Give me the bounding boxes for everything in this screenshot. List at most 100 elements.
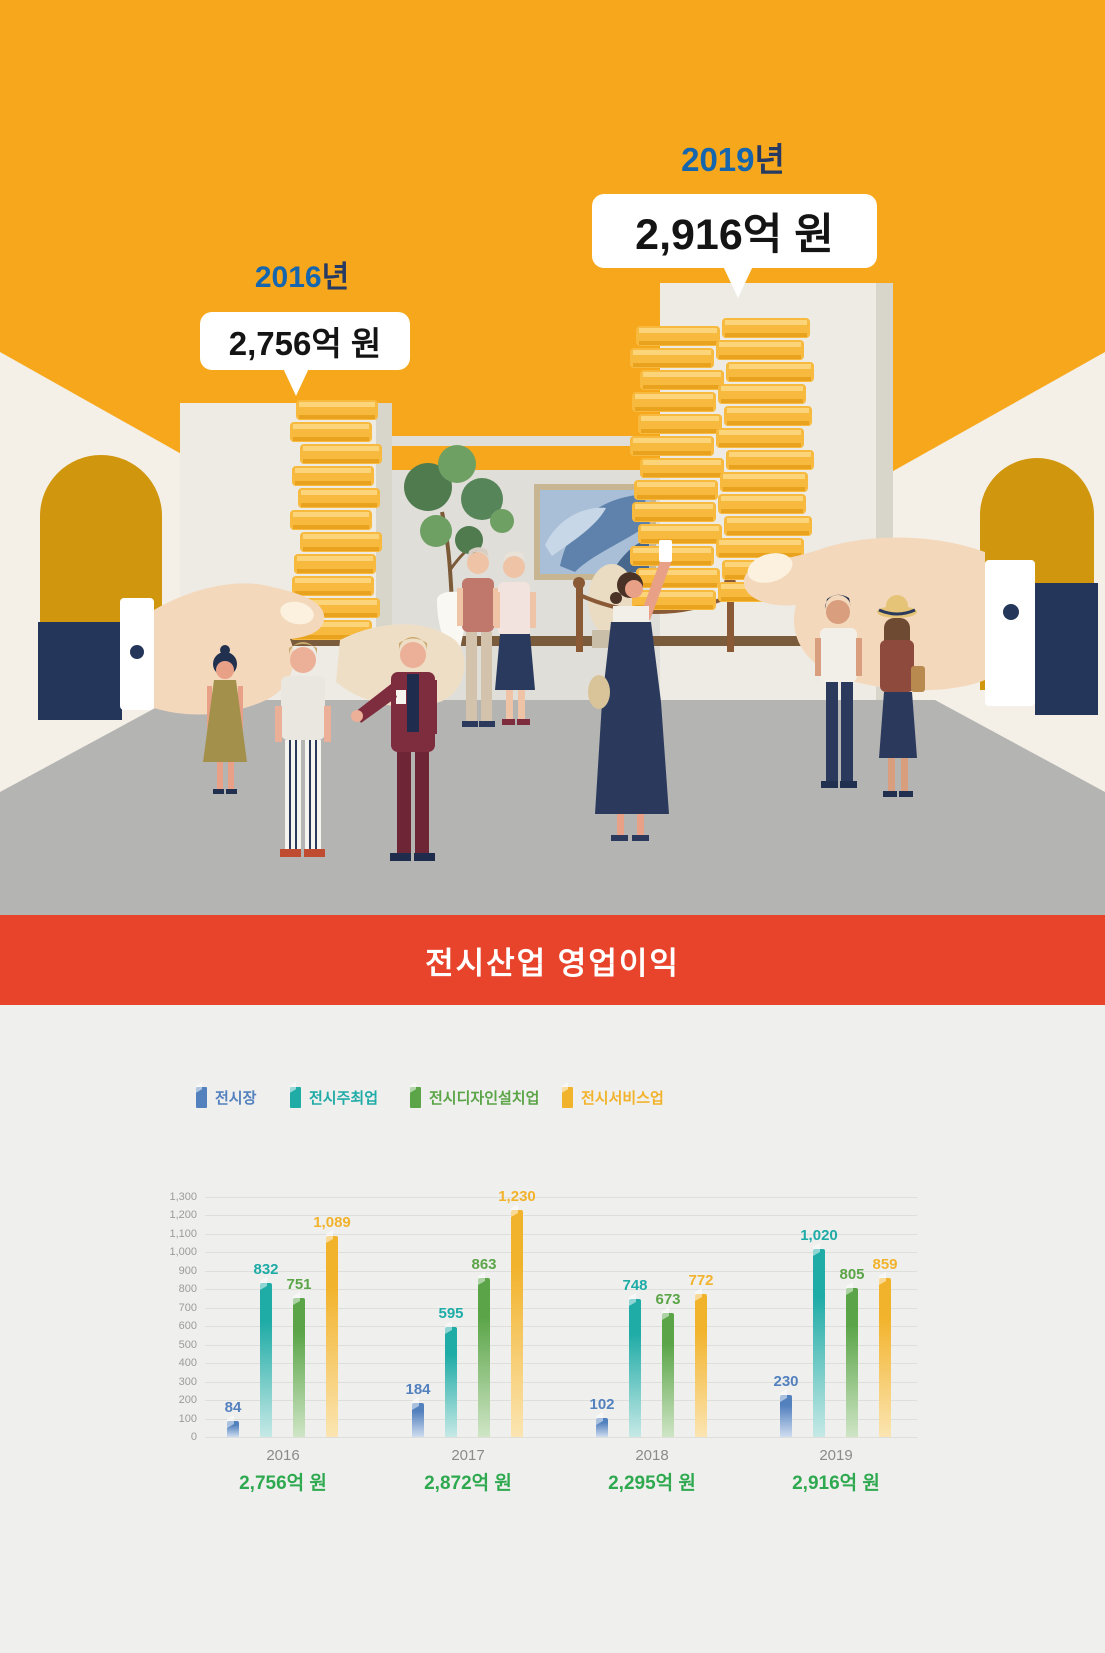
- coin: [641, 539, 719, 543]
- coin: [719, 355, 801, 359]
- coin: [301, 503, 377, 507]
- coin: [643, 473, 721, 477]
- banner-title: 전시산업 영업이익: [425, 945, 680, 981]
- gallery-illustration: [0, 0, 1105, 915]
- gridline-700: [205, 1307, 917, 1309]
- year-2016-number: 2016: [254, 261, 322, 294]
- coin: [301, 490, 377, 495]
- coin: [633, 350, 711, 355]
- coin: [643, 460, 721, 465]
- bar-value-2016-전시서비스업: 1,089: [313, 1214, 351, 1231]
- coin: [293, 525, 369, 529]
- legend-label: 전시주최업: [309, 1090, 379, 1107]
- bar-2017-전시디자인설치업: [478, 1271, 490, 1437]
- coin: [637, 482, 715, 487]
- bar-value-2018-전시주최업: 748: [622, 1277, 648, 1294]
- y-axis-tick-0: 0: [190, 1431, 197, 1443]
- coin: [635, 605, 713, 609]
- gridline-1000: [205, 1252, 917, 1254]
- coin: [295, 481, 371, 485]
- legend-item-전시주최업: 전시주최업: [290, 1082, 379, 1108]
- gridline-400: [205, 1363, 917, 1365]
- person-docent-maroon-suit: [351, 637, 437, 861]
- coin: [727, 531, 809, 535]
- speech-bubble-2016-tail: [282, 366, 310, 396]
- bar-2016-전시주최업: [260, 1276, 272, 1437]
- gridline-600: [205, 1326, 917, 1328]
- coin-stack-2016: [290, 400, 382, 640]
- year-2019-number: 2019: [681, 141, 755, 178]
- coin: [303, 446, 379, 451]
- category-label-2019: 2019: [819, 1447, 853, 1464]
- coin: [637, 495, 715, 499]
- coin: [293, 635, 369, 639]
- bar-value-2019-전시장: 230: [773, 1373, 799, 1390]
- coin: [293, 424, 369, 429]
- legend-item-전시서비스업: 전시서비스업: [562, 1082, 664, 1108]
- y-axis-tick-1000: 1,000: [169, 1246, 197, 1259]
- gridline-900: [205, 1270, 917, 1272]
- coin: [635, 517, 713, 521]
- bar-value-2016-전시장: 84: [224, 1399, 242, 1416]
- coin: [295, 468, 371, 473]
- speech-bubble-2016: 2,756억 원: [200, 312, 410, 370]
- coin: [295, 591, 371, 595]
- coin: [639, 583, 717, 587]
- bar-2017-전시장: [412, 1396, 424, 1437]
- bar-2016-전시디자인설치업: [293, 1291, 305, 1437]
- person-straw-hat-woman: [877, 595, 925, 797]
- coin: [719, 342, 801, 347]
- coin: [643, 385, 721, 389]
- y-axis-tick-1200: 1,200: [169, 1209, 197, 1222]
- floor: [0, 700, 1105, 915]
- coin: [641, 526, 719, 531]
- bar-2018-전시주최업: [629, 1292, 641, 1437]
- year-2019-suffix: 년: [754, 141, 785, 178]
- category-label-2017: 2017: [451, 1447, 485, 1464]
- coin: [729, 377, 811, 381]
- coin: [635, 592, 713, 597]
- speech-bubble-2019-tail: [722, 264, 754, 298]
- coin: [295, 578, 371, 583]
- coin: [719, 443, 801, 447]
- bar-2018-전시디자인설치업: [662, 1306, 674, 1437]
- gridline-800: [205, 1289, 917, 1291]
- coin: [639, 341, 717, 345]
- left-sleeve: [38, 622, 122, 720]
- legend-color-icon: [290, 1082, 301, 1108]
- category-label-2018: 2018: [635, 1447, 669, 1464]
- coin: [639, 328, 717, 333]
- person-olive-dress-woman: [203, 645, 247, 794]
- year-label-2016: 2016년: [255, 252, 349, 296]
- bubble-2016-amount: 2,756억 원: [228, 325, 382, 362]
- bar-value-2017-전시주최업: 595: [438, 1305, 464, 1322]
- coin: [721, 509, 803, 513]
- right-sleeve: [1035, 583, 1098, 715]
- bar-value-2018-전시서비스업: 772: [688, 1272, 714, 1289]
- coin: [303, 547, 379, 551]
- giant-hand-right: [743, 537, 1098, 715]
- section-banner: 전시산업 영업이익: [0, 915, 1105, 1005]
- bar-value-2019-전시주최업: 1,020: [800, 1227, 838, 1244]
- coin: [719, 430, 801, 435]
- coin: [721, 496, 803, 501]
- bar-value-2019-전시서비스업: 859: [872, 1256, 898, 1273]
- coin: [725, 333, 807, 337]
- bar-value-2019-전시디자인설치업: 805: [839, 1266, 865, 1283]
- coin: [727, 518, 809, 523]
- right-cuff-button: [1003, 604, 1019, 620]
- coin: [729, 465, 811, 469]
- coin: [633, 561, 711, 565]
- coin: [293, 437, 369, 441]
- legend-color-icon: [562, 1082, 573, 1108]
- bar-value-2018-전시장: 102: [589, 1396, 615, 1413]
- legend-color-icon: [410, 1082, 421, 1108]
- gridline-0: [205, 1437, 917, 1438]
- coin: [719, 540, 801, 545]
- bar-2019-전시디자인설치업: [846, 1281, 858, 1437]
- coin: [725, 320, 807, 325]
- coin: [633, 363, 711, 367]
- coin: [297, 556, 373, 561]
- coin: [723, 474, 805, 479]
- coin: [723, 487, 805, 491]
